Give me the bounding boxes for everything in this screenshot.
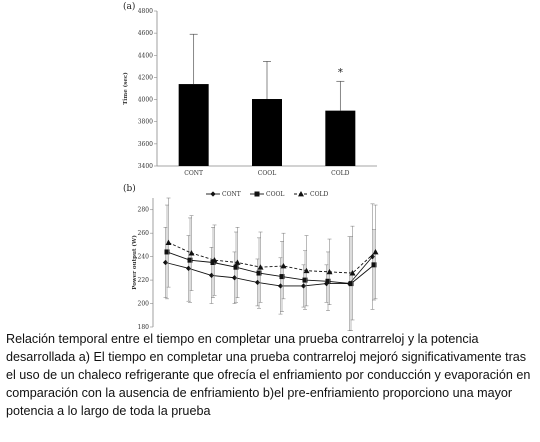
y-tick-label-b: 180 — [138, 324, 150, 331]
y-tick-label-a: 3800 — [138, 119, 153, 126]
point-cool — [325, 278, 331, 284]
legend-marker-cool — [254, 191, 260, 197]
y-tick-label-a: 4600 — [138, 30, 153, 37]
point-cool — [233, 264, 239, 270]
bar-cont — [178, 84, 209, 166]
y-tick-label-b: 240 — [138, 254, 150, 261]
point-cold — [303, 267, 310, 274]
point-cont — [300, 283, 307, 289]
y-axis-label-b: Power output (W) — [131, 235, 138, 290]
panel-b-line-chart: (b) 180 200 220 240 260 280 Power output (W) CON… — [123, 183, 379, 331]
panel-a-bar-chart: (a) 3400 3600 3800 4000 4200 4400 4600 4800 Time … — [122, 1, 377, 177]
point-cool — [279, 274, 285, 280]
y-tick-label-b: 260 — [138, 230, 150, 237]
series-cont — [162, 203, 376, 331]
point-cont — [162, 259, 169, 266]
bar-cool — [252, 99, 282, 166]
point-cold — [372, 248, 379, 255]
y-tick-label-b: 280 — [138, 207, 150, 214]
bar-cold — [325, 110, 356, 166]
y-tick-label-a: 3600 — [138, 141, 153, 148]
legend-label-cont: CONT — [222, 191, 241, 198]
point-cont — [277, 283, 284, 289]
point-cool — [187, 257, 193, 263]
point-cool — [256, 270, 262, 276]
point-cool — [164, 249, 170, 255]
legend-marker-cont — [210, 191, 216, 197]
figure-caption: Relación temporal entre el tiempo en com… — [6, 332, 531, 418]
point-cool — [348, 281, 354, 287]
series-cold — [165, 197, 379, 321]
y-tick-label-a: 4200 — [138, 74, 153, 81]
x-tick-label-a: COOL — [258, 170, 276, 177]
point-cold — [234, 259, 241, 265]
y-tick-label-a: 3400 — [138, 163, 153, 170]
point-cont — [185, 265, 192, 271]
line-cont — [165, 256, 373, 287]
significance-marker: * — [338, 67, 343, 78]
point-cold — [188, 250, 195, 256]
line-cold — [168, 242, 376, 274]
series-cool — [164, 204, 377, 331]
point-cold — [257, 264, 264, 270]
line-cool — [166, 251, 375, 285]
panel-label-a: (a) — [123, 1, 135, 12]
point-cont — [254, 279, 261, 286]
point-cont — [208, 272, 215, 278]
panel-label-b: (b) — [123, 183, 136, 194]
x-tick-label-a: COLD — [331, 170, 349, 177]
legend: CONT COOL COLD — [206, 191, 328, 198]
x-tick-label-a: CONT — [184, 170, 203, 177]
point-cold — [211, 257, 218, 263]
point-cold — [349, 270, 356, 276]
y-tick-label-b: 200 — [138, 301, 150, 308]
point-cool — [371, 262, 377, 268]
point-cold — [326, 268, 333, 275]
y-axis-label-a: Time (sec) — [122, 72, 129, 105]
point-cool — [302, 277, 308, 283]
point-cold — [280, 263, 287, 269]
y-tick-label-b: 220 — [138, 277, 150, 284]
point-cont — [231, 275, 238, 281]
point-cold — [165, 239, 172, 245]
y-tick-label-a: 4400 — [138, 52, 153, 59]
legend-marker-cold — [298, 191, 304, 197]
legend-label-cold: COLD — [310, 191, 328, 198]
legend-label-cool: COOL — [266, 191, 284, 198]
y-tick-label-a: 4000 — [138, 97, 153, 104]
y-tick-label-a: 4800 — [138, 8, 153, 15]
